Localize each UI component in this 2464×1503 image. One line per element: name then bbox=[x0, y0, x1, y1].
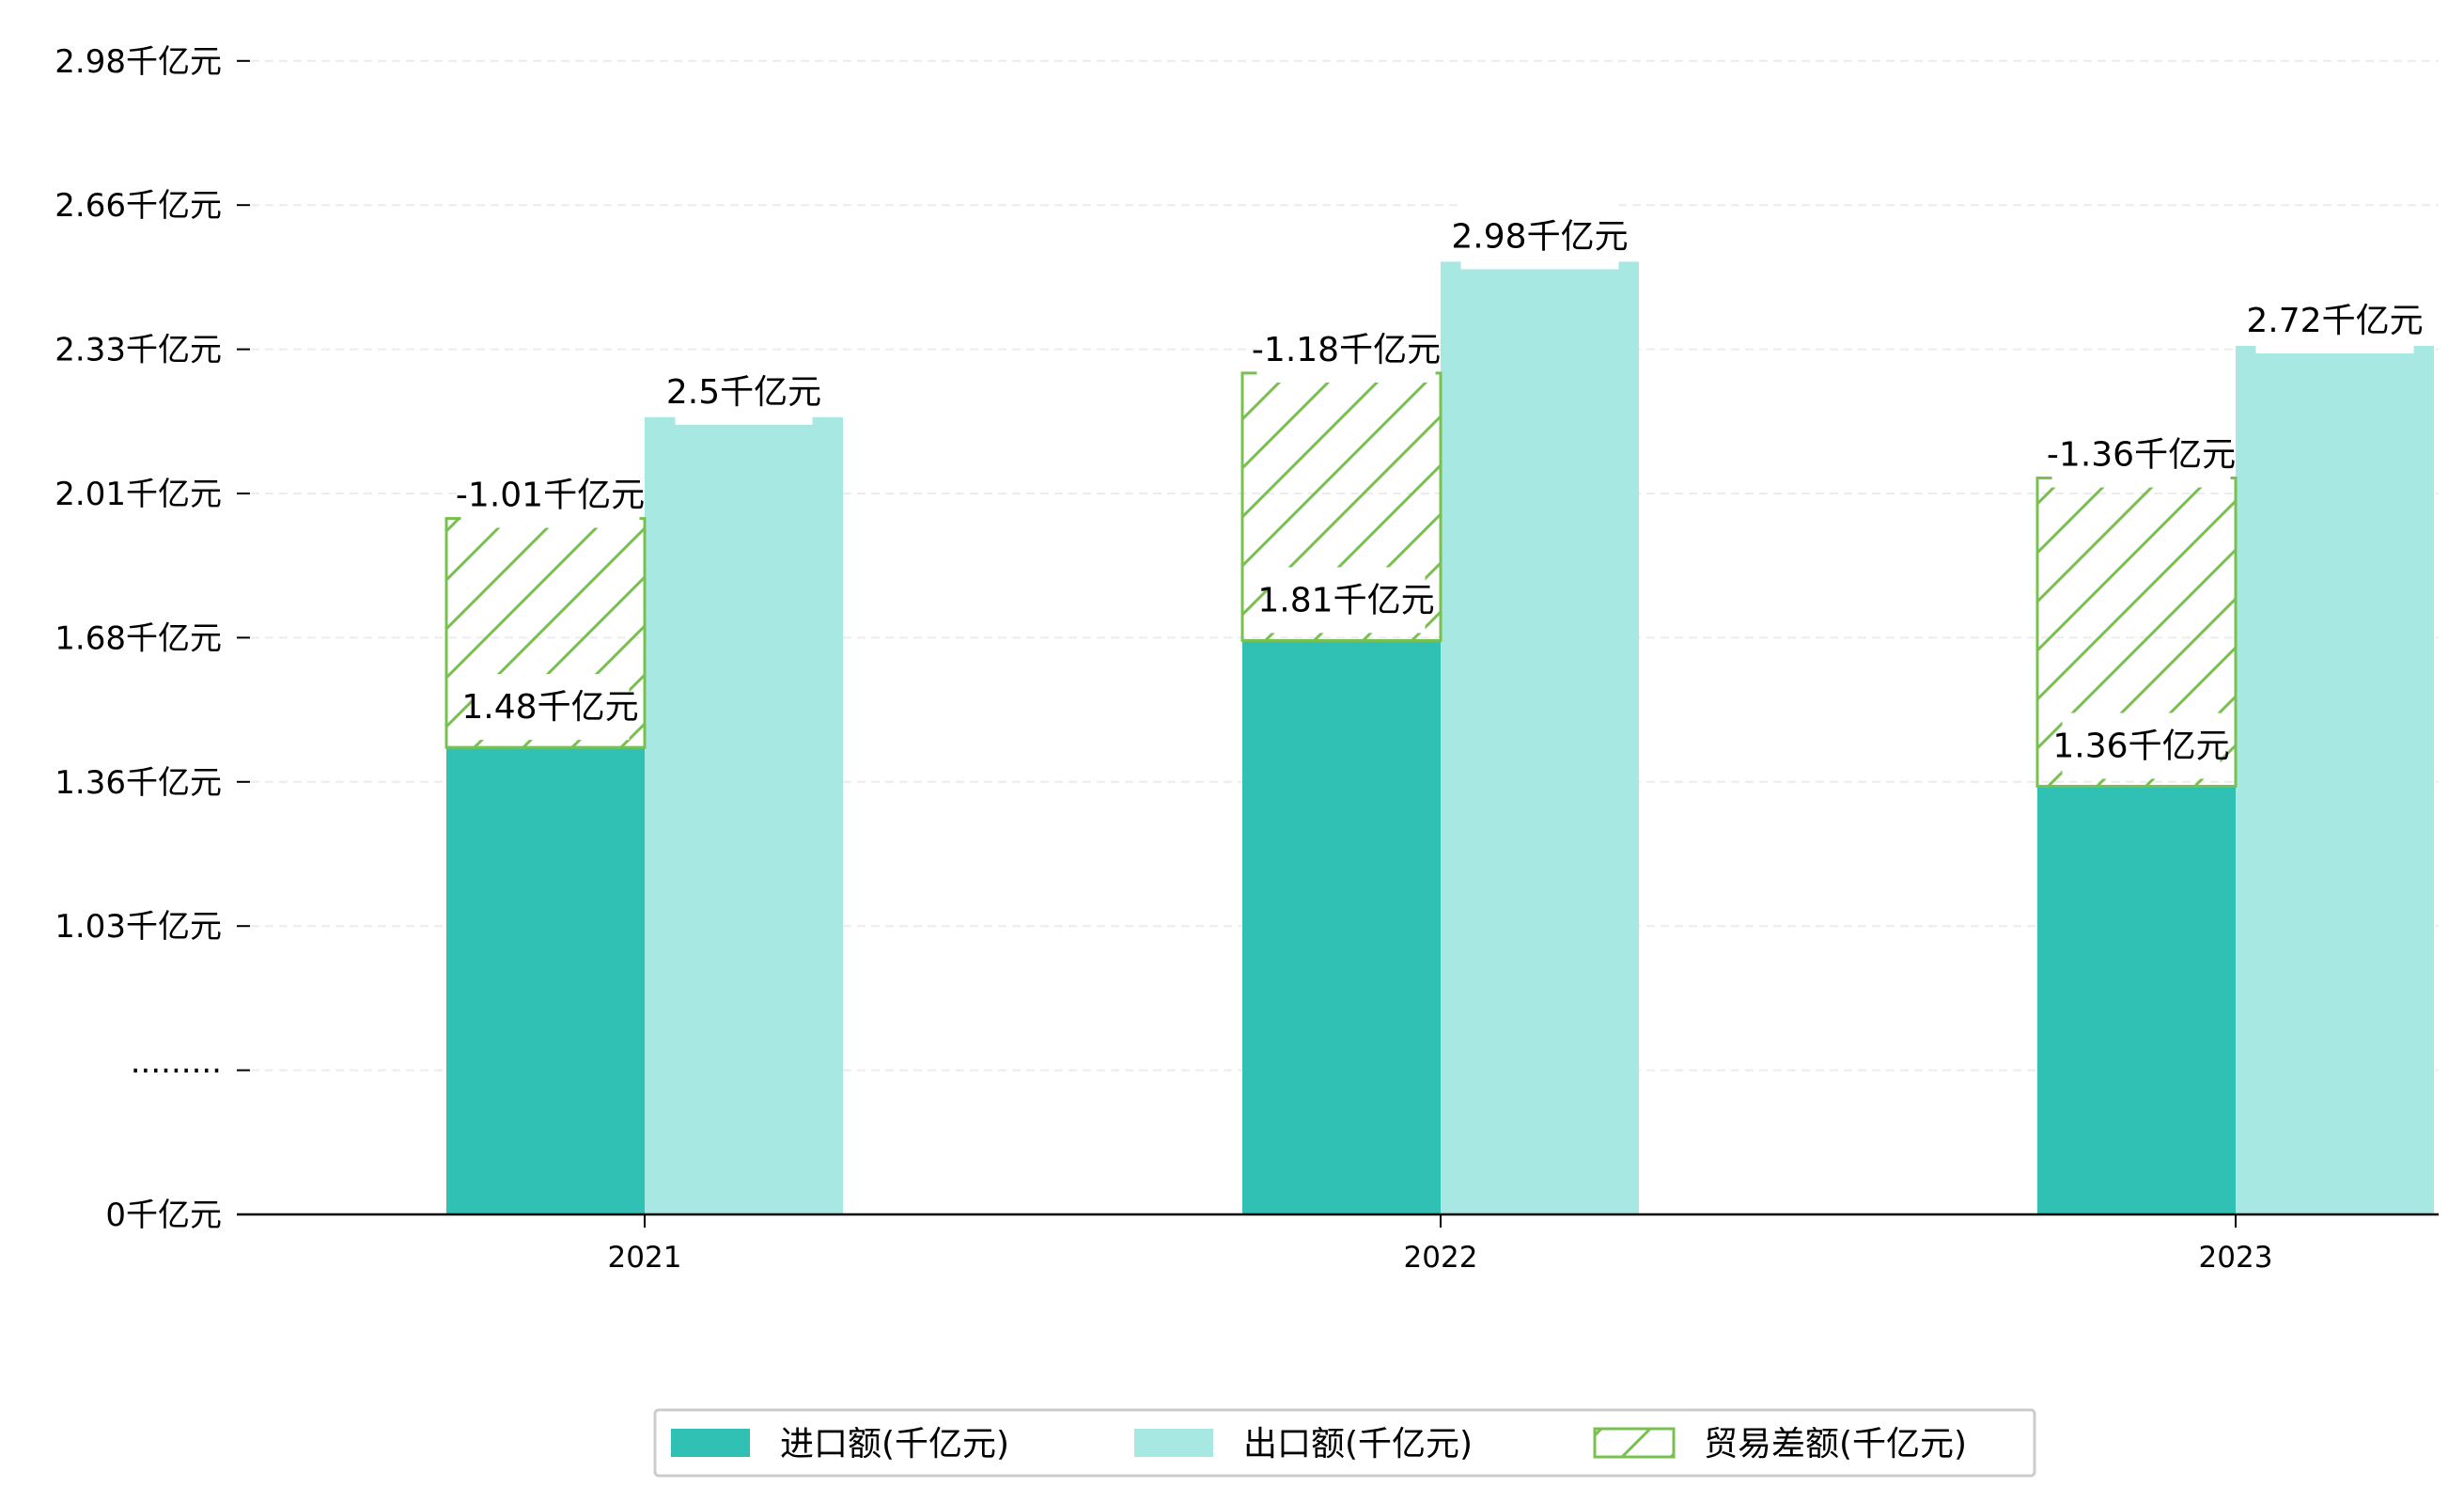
export-bar bbox=[2236, 345, 2434, 1215]
x-tick-label: 2023 bbox=[2199, 1241, 2273, 1275]
trade-balance-value-label-box bbox=[460, 462, 640, 528]
export-value-label-box bbox=[2255, 287, 2414, 353]
legend-label: 出口额(千亿元) bbox=[1243, 1425, 1473, 1464]
trade-balance-value-label-box bbox=[1256, 316, 1436, 383]
y-tick-label: 2.33千亿元 bbox=[55, 332, 222, 369]
export-value-label: 2.98千亿元 bbox=[1451, 217, 1628, 256]
y-tick-label: 1.36千亿元 bbox=[55, 764, 222, 802]
bars bbox=[444, 261, 2434, 1215]
legend-swatch bbox=[671, 1429, 750, 1457]
x-tick-label: 2022 bbox=[1404, 1241, 1478, 1275]
legend-label: 进口额(千亿元) bbox=[780, 1425, 1009, 1464]
trade-balance-value-label: -1.01千亿元 bbox=[456, 477, 645, 515]
axes: 0千亿元 ········· 1.03千亿元 1.36千亿元 1.68千亿元 2.01千亿… bbox=[55, 43, 2439, 1275]
export-value-label-box bbox=[675, 358, 813, 425]
y-tick-label: 2.66千亿元 bbox=[55, 187, 222, 225]
export-bar bbox=[645, 416, 843, 1214]
import-bar bbox=[2037, 786, 2236, 1214]
y-tick-label: 2.01千亿元 bbox=[55, 476, 222, 513]
export-value-label: 2.72千亿元 bbox=[2246, 302, 2423, 340]
import-bar bbox=[446, 747, 645, 1214]
export-value-label: 2.5千亿元 bbox=[666, 373, 821, 412]
y-tick-label: 2.98千亿元 bbox=[55, 43, 222, 81]
legend-box bbox=[653, 1408, 2036, 1478]
y-tick-label: 1.03千亿元 bbox=[55, 908, 222, 946]
export-value-label-box bbox=[1460, 203, 1619, 270]
data-labels: 2.5千亿元 -1.01千亿元 1.48千亿元 2.98千亿元 -1.18千亿元 1.81… bbox=[456, 203, 2424, 779]
import-value-label-box bbox=[1267, 567, 1426, 634]
legend: 进口额(千亿元) 出口额(千亿元) 贸易差额(千亿元) bbox=[653, 1408, 2036, 1478]
legend-swatch bbox=[1134, 1429, 1213, 1457]
y-tick-label: 1.68千亿元 bbox=[55, 619, 222, 657]
import-value-label: 1.48千亿元 bbox=[461, 688, 638, 727]
trade-balance-value-label: -1.18千亿元 bbox=[1252, 331, 1441, 369]
import-value-label: 1.36千亿元 bbox=[2052, 727, 2229, 765]
import-value-label-box bbox=[471, 674, 630, 741]
trade-balance-value-label: -1.36千亿元 bbox=[2047, 436, 2236, 475]
x-tick-label: 2021 bbox=[608, 1241, 682, 1275]
import-value-label-box bbox=[2062, 712, 2221, 779]
trade-balance-value-label-box bbox=[2051, 421, 2231, 488]
legend-label: 贸易差额(千亿元) bbox=[1704, 1425, 1967, 1464]
y-tick-label: ········· bbox=[131, 1053, 222, 1090]
import-bar bbox=[1242, 640, 1441, 1214]
y-tick-label: 0千亿元 bbox=[105, 1197, 222, 1234]
export-bar bbox=[1441, 261, 1639, 1214]
import-value-label: 1.81千亿元 bbox=[1257, 581, 1434, 619]
legend-swatch bbox=[1593, 1427, 1676, 1459]
